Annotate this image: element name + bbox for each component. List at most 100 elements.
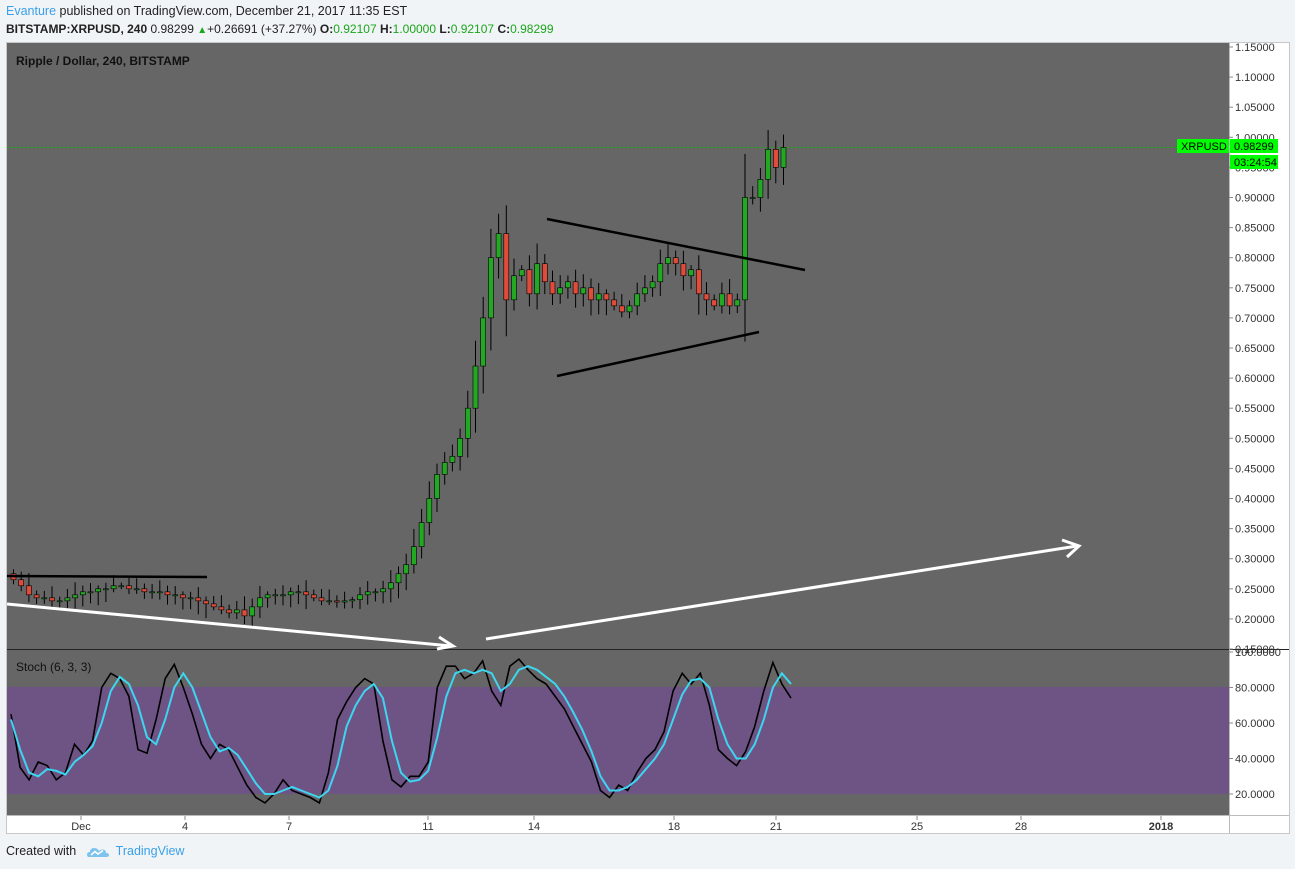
tradingview-link[interactable]: TradingView — [115, 844, 185, 858]
triangle-upper-line — [546, 217, 806, 272]
candle-up — [380, 588, 386, 593]
candle-down — [611, 299, 617, 307]
candle-down — [711, 299, 718, 307]
time-tick-label: 2018 — [1149, 821, 1173, 833]
candle-down — [203, 600, 209, 605]
stoch-tick-label: 80.0000 — [1235, 683, 1275, 695]
candle-up — [357, 594, 363, 600]
candle-down — [33, 594, 40, 599]
price-tick-label: 0.25000 — [1235, 584, 1275, 596]
publish-info: Evanture published on TradingView.com, D… — [6, 4, 407, 18]
candle-down — [680, 263, 687, 277]
candle-down — [126, 585, 132, 590]
candle-up — [742, 197, 748, 301]
candle-up — [56, 600, 63, 603]
candle-up — [780, 147, 787, 168]
candle-up — [649, 281, 656, 289]
candle-up — [110, 585, 117, 590]
candle-up — [257, 597, 263, 608]
candle-up — [534, 263, 540, 295]
candle-up — [657, 263, 664, 283]
price-tick-label: 0.75000 — [1235, 283, 1275, 295]
price-tick-label: 0.50000 — [1235, 433, 1275, 445]
candle-up — [634, 293, 641, 307]
candle-up — [488, 257, 494, 319]
candle-down — [18, 579, 24, 587]
price-tick-label: 0.40000 — [1235, 494, 1275, 506]
candle-down — [703, 293, 710, 301]
time-tick-label: 21 — [770, 821, 782, 833]
candle-down — [318, 597, 325, 602]
candle-up — [264, 594, 271, 599]
open-value: 0.92107 — [333, 22, 377, 36]
chart-panel[interactable]: 1.150001.100001.050001.000000.950000.900… — [6, 42, 1290, 834]
candle-up — [580, 287, 587, 295]
candle-down — [241, 609, 248, 617]
candle-up — [326, 600, 333, 603]
candle-up — [157, 591, 163, 594]
stoch-d-line — [10, 665, 792, 799]
stoch-tick-label: 60.0000 — [1235, 718, 1275, 730]
price-tick-label: 1.05000 — [1235, 102, 1275, 114]
footer: Created with TradingView — [6, 844, 184, 859]
price-pane-bg — [7, 43, 1229, 649]
created-with-text: Created with — [6, 844, 77, 858]
author-link[interactable]: Evanture — [6, 4, 57, 18]
candle-down — [195, 597, 202, 602]
candle-down — [695, 269, 702, 295]
candle-up — [757, 179, 764, 198]
price-tick-label: 0.80000 — [1235, 253, 1275, 265]
candle-up — [426, 498, 433, 523]
candle-up — [495, 233, 502, 258]
tradingview-cloud-icon — [86, 847, 109, 857]
candle-up — [133, 588, 140, 591]
chart-title: Ripple / Dollar, 240, BITSTAMP — [16, 54, 190, 68]
published-text: published on TradingView.com, December 2… — [59, 4, 408, 18]
candle-down — [726, 293, 733, 307]
chart-svg[interactable]: 1.150001.100001.050001.000000.950000.900… — [7, 43, 1289, 833]
candle-up — [749, 197, 756, 199]
stoch-tick-label: 40.0000 — [1235, 754, 1275, 766]
drawings — [7, 217, 1082, 651]
candle-down — [572, 281, 579, 295]
candle-down — [334, 600, 340, 603]
candle-up — [187, 597, 194, 600]
price-tick-label: 0.35000 — [1235, 524, 1275, 536]
candle-up — [249, 606, 255, 617]
price-tick-label: 0.30000 — [1235, 554, 1275, 566]
open-label: O: — [319, 22, 334, 36]
candle-up — [287, 591, 294, 596]
white-arrow-up-head — [1061, 538, 1082, 559]
close-label: C: — [497, 22, 511, 36]
candle-up — [149, 591, 155, 594]
candle-down — [603, 293, 610, 301]
low-value: 0.92107 — [450, 22, 495, 36]
candle-up — [64, 597, 71, 602]
candle-down — [503, 233, 510, 301]
candle-down — [588, 287, 594, 301]
price-tick-label: 1.10000 — [1235, 72, 1275, 84]
candle-up — [765, 149, 771, 180]
time-tick-label: 11 — [422, 821, 433, 833]
candle-up — [387, 582, 394, 590]
last-price: 0.98299 — [150, 22, 194, 36]
candle-up — [234, 609, 240, 614]
candle-up — [565, 281, 571, 289]
triangle-lower-line — [556, 330, 760, 378]
time-tick-label: 25 — [911, 821, 923, 833]
symbol-label: BITSTAMP:XRPUSD, 240 — [6, 22, 148, 36]
price-tick-label: 0.15000 — [1235, 644, 1275, 656]
stoch-title: Stoch (6, 3, 3) — [16, 660, 91, 674]
ohlc-legend: BITSTAMP:XRPUSD, 240 0.98299 ▲+0.26691 (… — [6, 22, 554, 36]
candle-up — [118, 585, 125, 588]
price-tick-label: 0.90000 — [1235, 193, 1275, 205]
candle-up — [41, 597, 48, 600]
white-arrow-down-line — [7, 602, 452, 648]
high-label: H: — [379, 22, 393, 36]
time-tick-label: Dec — [71, 821, 91, 833]
candle-down — [303, 591, 309, 596]
candle-down — [618, 305, 625, 313]
candle-down — [210, 603, 217, 608]
time-tick-label: 14 — [528, 821, 540, 833]
price-tick-label: 0.60000 — [1235, 373, 1275, 385]
